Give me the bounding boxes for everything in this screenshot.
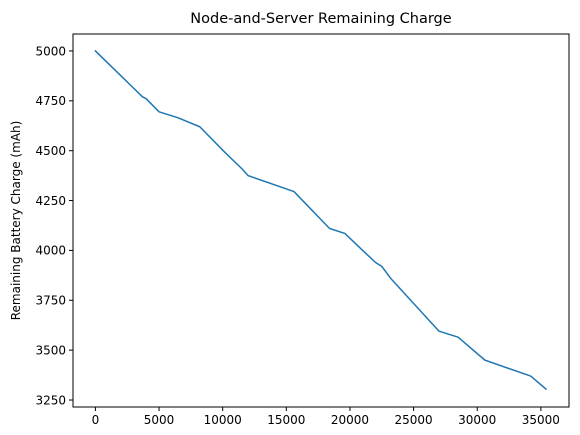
y-tick-label: 4000 xyxy=(35,244,66,258)
y-tick-label: 4750 xyxy=(35,94,66,108)
y-tick-label: 3750 xyxy=(35,294,66,308)
x-tick-label: 30000 xyxy=(458,413,496,427)
x-tick-label: 35000 xyxy=(522,413,560,427)
x-tick-label: 10000 xyxy=(204,413,242,427)
y-axis-ticks: 3250 3500 3750 4000 4250 4500 4750 5000 xyxy=(35,44,73,407)
chart-title: Node-and-Server Remaining Charge xyxy=(190,11,451,27)
x-tick-label: 0 xyxy=(92,413,100,427)
x-axis-ticks: 0 5000 10000 15000 20000 25000 30000 35000 xyxy=(92,407,560,427)
y-tick-label: 5000 xyxy=(35,44,66,58)
y-tick-label: 4250 xyxy=(35,194,66,208)
x-tick-label: 25000 xyxy=(395,413,433,427)
y-tick-label: 4500 xyxy=(35,144,66,158)
series-line xyxy=(94,49,548,391)
x-tick-label: 15000 xyxy=(267,413,305,427)
y-tick-label: 3500 xyxy=(35,343,66,357)
series-layer xyxy=(94,49,548,391)
x-tick-label: 5000 xyxy=(144,413,175,427)
y-axis-label: Remaining Battery Charge (mAh) xyxy=(9,121,23,321)
x-tick-label: 20000 xyxy=(331,413,369,427)
y-tick-label: 3250 xyxy=(35,393,66,407)
plot-frame xyxy=(72,33,570,408)
